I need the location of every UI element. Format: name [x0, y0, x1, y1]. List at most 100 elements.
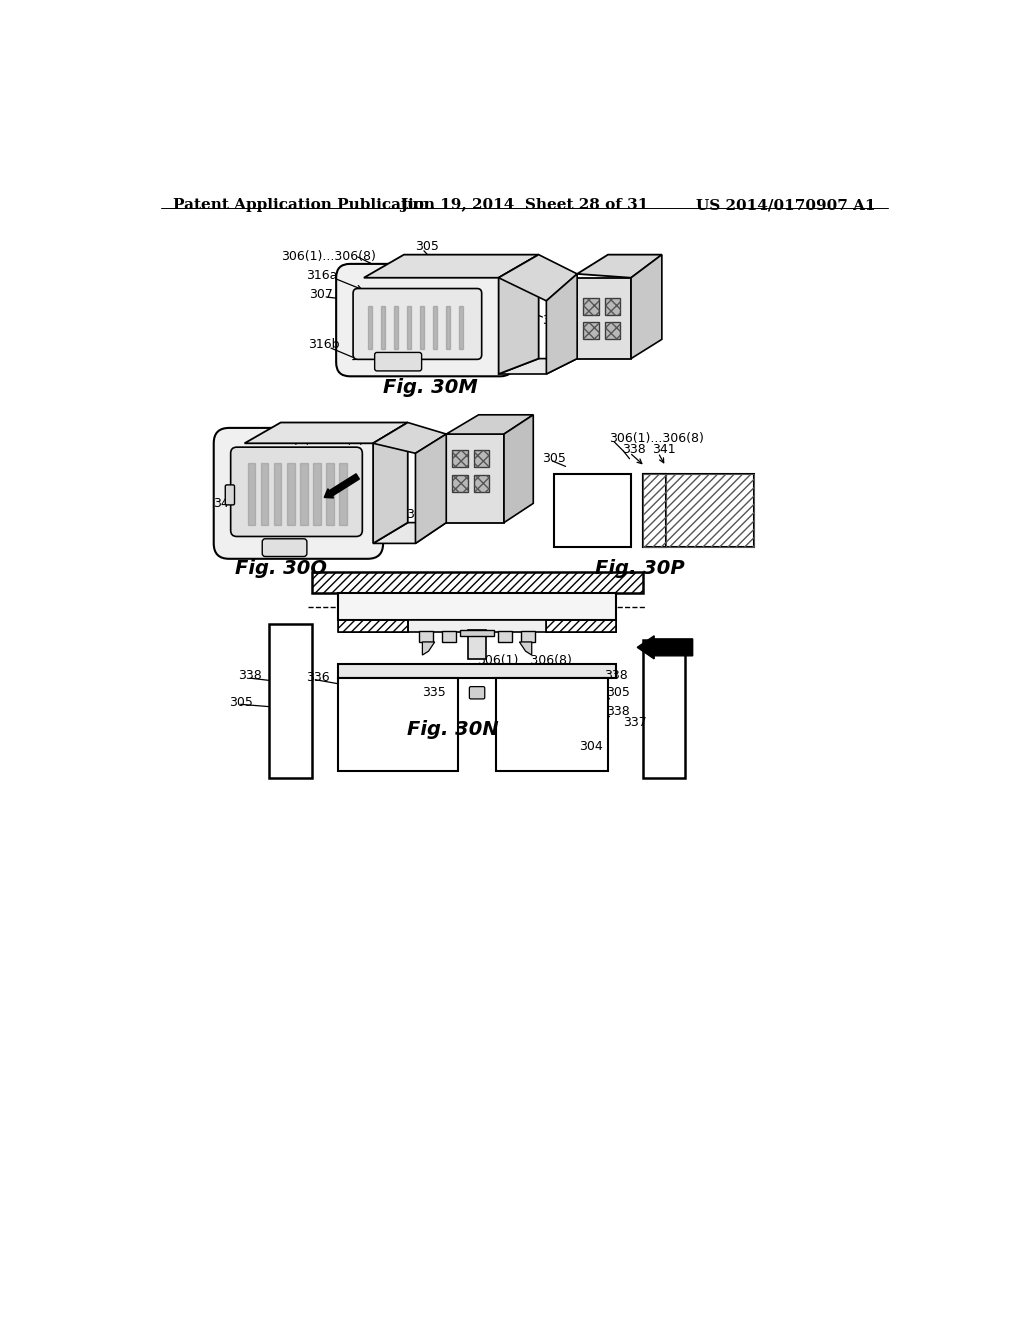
FancyBboxPatch shape [469, 686, 484, 700]
Polygon shape [287, 463, 295, 525]
Bar [643, 474, 666, 548]
Bar [584, 298, 599, 314]
Polygon shape [339, 463, 347, 525]
Text: Fig. 30O: Fig. 30O [234, 560, 327, 578]
Text: 319a: 319a [327, 519, 358, 532]
Text: US 2014/0170907 A1: US 2014/0170907 A1 [696, 198, 876, 213]
Bar [643, 474, 755, 548]
Polygon shape [460, 306, 463, 350]
Bar [584, 298, 599, 314]
Bar [605, 322, 621, 339]
Text: 306(1)...306(8): 306(1)...306(8) [609, 432, 705, 445]
Polygon shape [446, 414, 534, 434]
Polygon shape [547, 275, 578, 374]
Polygon shape [313, 463, 321, 525]
Text: 305: 305 [416, 240, 439, 253]
Bar [547, 620, 615, 632]
Polygon shape [407, 306, 411, 350]
Bar [453, 450, 468, 467]
Bar [474, 450, 489, 467]
Text: 304: 304 [580, 741, 603, 754]
FancyBboxPatch shape [214, 428, 383, 558]
Text: 305: 305 [606, 686, 631, 700]
Text: 305: 305 [543, 453, 566, 465]
Bar [521, 631, 535, 642]
Bar [643, 474, 755, 548]
Text: Fig. 30P: Fig. 30P [596, 560, 685, 578]
Bar [468, 630, 486, 659]
Bar [419, 631, 433, 642]
Text: 338: 338 [239, 669, 262, 682]
Bar [584, 322, 599, 339]
Bar [643, 474, 666, 548]
Bar [339, 620, 408, 632]
Bar [584, 322, 599, 339]
Polygon shape [373, 523, 446, 544]
Text: 305: 305 [229, 696, 253, 709]
Bar [643, 640, 685, 779]
Polygon shape [364, 255, 539, 277]
FancyArrow shape [637, 636, 692, 659]
Polygon shape [261, 463, 268, 525]
Polygon shape [578, 255, 662, 277]
Bar [442, 631, 457, 642]
Bar [269, 624, 311, 779]
Polygon shape [368, 306, 372, 350]
Polygon shape [394, 306, 397, 350]
Text: 306(1)...306(8): 306(1)...306(8) [269, 434, 365, 447]
Polygon shape [499, 359, 578, 374]
Text: Jun. 19, 2014  Sheet 28 of 31: Jun. 19, 2014 Sheet 28 of 31 [400, 198, 649, 213]
Text: 306(1)...306(8): 306(1)...306(8) [477, 653, 572, 667]
Bar [446, 434, 504, 523]
Bar [453, 450, 468, 467]
Text: 304: 304 [407, 508, 430, 521]
Bar [311, 572, 643, 594]
Bar [339, 664, 615, 678]
Text: 338: 338 [606, 705, 630, 718]
Text: 338: 338 [622, 444, 645, 455]
Text: 316a: 316a [306, 269, 338, 282]
Bar [497, 678, 608, 771]
Bar [498, 631, 512, 642]
Polygon shape [446, 306, 451, 350]
Text: 336: 336 [306, 671, 330, 684]
Polygon shape [245, 422, 408, 444]
Text: 341: 341 [652, 444, 676, 455]
Text: 335: 335 [422, 685, 445, 698]
Text: Fig. 30M: Fig. 30M [383, 378, 478, 396]
FancyBboxPatch shape [230, 447, 362, 536]
Text: Patent Application Publication: Patent Application Publication [173, 198, 435, 213]
Text: 341: 341 [213, 496, 237, 510]
FancyBboxPatch shape [262, 539, 307, 557]
Polygon shape [504, 414, 534, 523]
Polygon shape [248, 463, 255, 525]
FancyBboxPatch shape [336, 264, 514, 376]
Bar [339, 620, 408, 632]
Text: 338: 338 [296, 517, 319, 531]
Bar [605, 322, 621, 339]
Polygon shape [373, 422, 408, 544]
Text: 307: 307 [309, 288, 333, 301]
Bar [453, 475, 468, 492]
Polygon shape [373, 422, 446, 453]
Text: 337: 337 [624, 715, 647, 729]
Text: 338: 338 [604, 669, 628, 682]
Polygon shape [499, 255, 578, 301]
Polygon shape [631, 255, 662, 359]
Polygon shape [381, 306, 385, 350]
Bar [460, 630, 494, 636]
Polygon shape [519, 642, 531, 655]
Polygon shape [499, 255, 539, 374]
Bar [311, 572, 643, 594]
Bar [453, 475, 468, 492]
Bar [408, 620, 547, 632]
FancyBboxPatch shape [225, 484, 234, 506]
Polygon shape [433, 306, 437, 350]
Text: 316b: 316b [307, 338, 339, 351]
FancyArrow shape [325, 474, 359, 498]
Text: Fig. 30N: Fig. 30N [407, 721, 499, 739]
Polygon shape [422, 642, 435, 655]
Polygon shape [300, 463, 307, 525]
Bar [474, 450, 489, 467]
Bar [339, 678, 458, 771]
